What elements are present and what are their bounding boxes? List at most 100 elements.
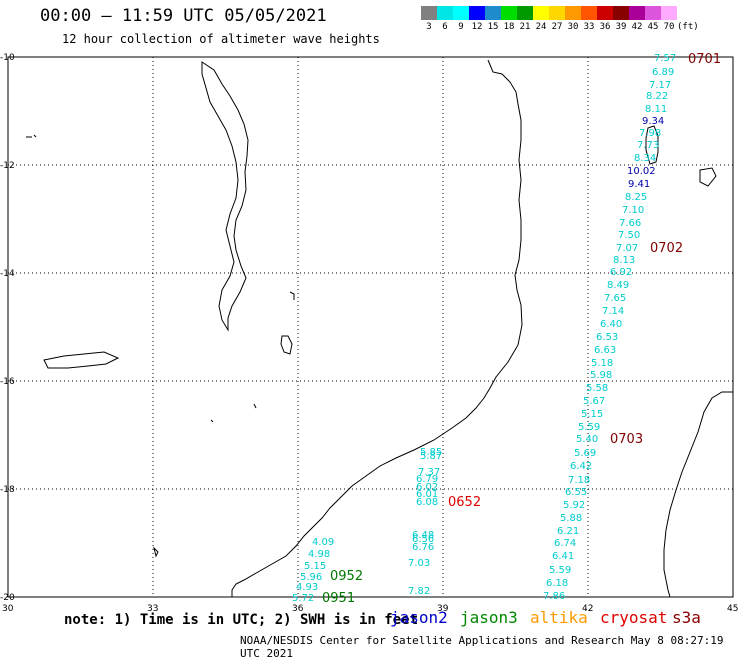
swh-value: 7.07 [616, 243, 638, 254]
legend-label: 42 [631, 22, 643, 32]
swh-value: 9.34 [642, 116, 664, 127]
track-mid: 5.855.87 7.376.796.026.016.08 6.486.566.76… [408, 447, 442, 597]
track-west: 4.094.985.155.964.935.72 [292, 537, 334, 604]
pass-label: 0702 [650, 241, 683, 256]
satellite-label: s3a [672, 608, 701, 627]
color-legend [421, 6, 693, 20]
pass-label: 0951 [322, 591, 355, 606]
lon-label: 42 [582, 604, 593, 614]
swh-value: 7.14 [602, 306, 624, 317]
footer-credit: NOAA/NESDIS Center for Satellite Applica… [240, 634, 724, 660]
legend-label: 70 [663, 22, 675, 32]
swh-value: 7.66 [619, 218, 641, 229]
swh-value: 7.03 [408, 558, 430, 569]
legend-label: (ft) [677, 22, 699, 32]
swh-value: 5.85 [420, 447, 442, 458]
swh-value: 5.59 [549, 565, 571, 576]
island-northeast [699, 167, 717, 187]
legend-swatch [485, 6, 501, 20]
legend-label: 6 [442, 22, 448, 32]
swh-value: 6.08 [416, 497, 438, 508]
swh-value: 5.40 [576, 434, 598, 445]
swh-value: 5.69 [574, 448, 596, 459]
swh-value: 7.73 [637, 140, 659, 151]
islet-west [26, 134, 37, 138]
page-title: 00:00 – 11:59 UTC 05/05/2021 [40, 6, 327, 26]
coastlines [26, 59, 733, 598]
islet-2 [253, 403, 257, 409]
swh-value: 4.93 [296, 582, 318, 593]
swh-value: 8.49 [607, 280, 629, 291]
swh-value: 7.37 [418, 467, 440, 478]
legend-swatch [677, 6, 693, 20]
lat-label: -18 [0, 485, 15, 495]
legend-swatch [661, 6, 677, 20]
legend-swatch [453, 6, 469, 20]
swh-value: 7.10 [622, 205, 644, 216]
lon-label: 33 [147, 604, 158, 614]
swh-value: 6.55 [565, 487, 587, 498]
color-legend-labels: 3 6 9 12 15 18 21 24 27 30 33 36 39 42 45 70 (ft) [421, 22, 699, 32]
pass-label: 0652 [448, 495, 481, 510]
swh-value: 7.65 [604, 293, 626, 304]
swh-value: 8.25 [625, 192, 647, 203]
legend-swatch [549, 6, 565, 20]
swh-value: 6.53 [596, 332, 618, 343]
pass-label: 0701 [688, 52, 721, 67]
swh-value: 6.63 [594, 345, 616, 356]
legend-label: 24 [535, 22, 547, 32]
swh-value: 5.88 [560, 513, 582, 524]
islet-south [153, 546, 159, 558]
swh-value: 5.92 [563, 500, 585, 511]
legend-label: 12 [471, 22, 483, 32]
lon-label: 45 [727, 604, 738, 614]
swh-value: 6.40 [600, 319, 622, 330]
swh-value: 7.57 [654, 53, 676, 64]
mozambique-coast [231, 59, 523, 597]
legend-swatch [469, 6, 485, 20]
swh-value: 6.92 [610, 267, 632, 278]
swh-value: 6.48 [412, 530, 434, 541]
swh-value: 5.67 [583, 396, 605, 407]
satellite-label: jason2 [390, 608, 448, 627]
satellite-label: cryosat [600, 608, 668, 627]
swh-value: 6.76 [412, 542, 434, 553]
map-grid [7, 56, 734, 598]
islet-1 [210, 419, 214, 423]
swh-value: 6.79 [416, 474, 438, 485]
swh-value: 5.96 [300, 572, 322, 583]
swh-value: 6.02 [416, 482, 438, 493]
swh-value: 6.74 [554, 538, 576, 549]
swh-value: 9.41 [628, 179, 650, 190]
swh-value: 7.98 [639, 128, 661, 139]
swh-value: 4.98 [308, 549, 330, 560]
map-frame [7, 56, 734, 598]
swh-value: 5.15 [304, 561, 326, 572]
legend-swatch [581, 6, 597, 20]
swh-value: 6.42 [570, 461, 592, 472]
legend-swatch [645, 6, 661, 20]
lake-cabora [43, 351, 120, 369]
swh-value: 8.11 [645, 104, 667, 115]
swh-value: 6.01 [416, 489, 438, 500]
swh-value: 6.41 [552, 551, 574, 562]
pass-labels: 0701 0702 0703 0652 0952 0951 [322, 52, 721, 606]
legend-label: 27 [551, 22, 563, 32]
legend-label: 3 [426, 22, 432, 32]
swh-value: 7.82 [408, 586, 430, 597]
swh-value: 8.13 [613, 255, 635, 266]
madagascar-coast [663, 391, 733, 598]
swh-value: 7.18 [568, 475, 590, 486]
track-east: 7.57 6.89 7.178.22 8.119.347.987.73 8.34 10.0… [543, 53, 676, 602]
legend-swatch [629, 6, 645, 20]
note-text: note: 1) Time is in UTC; 2) SWH is in fe… [64, 612, 419, 628]
swh-value: 8.22 [646, 91, 668, 102]
legend-label: 30 [567, 22, 579, 32]
swh-value: 5.98 [590, 370, 612, 381]
lake-chilwa [280, 335, 293, 355]
lon-label: 30 [2, 604, 14, 614]
lat-label: -16 [0, 377, 15, 387]
lon-label: 36 [292, 604, 304, 614]
